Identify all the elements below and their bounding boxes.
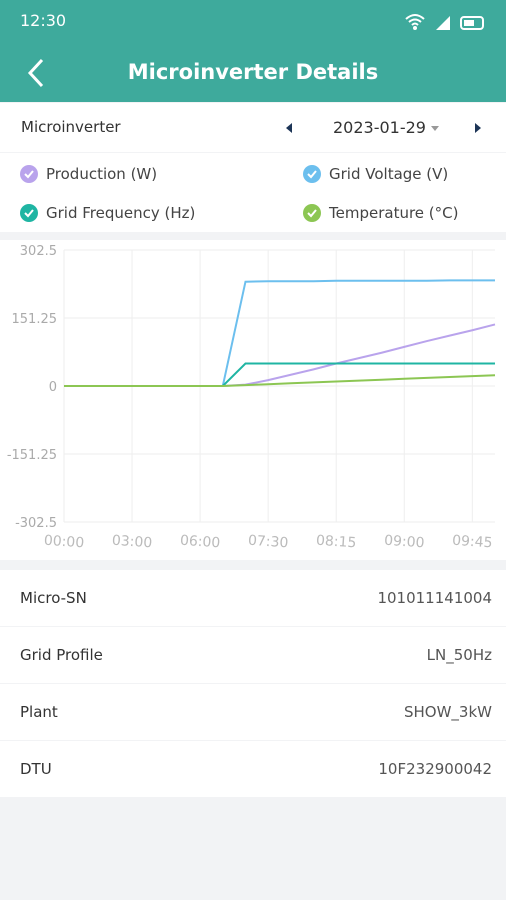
legend: Production (W) Grid Voltage (V) Grid Frequ… xyxy=(0,153,506,232)
x-tick-label: 09:00 xyxy=(384,533,425,552)
date-dropdown[interactable] xyxy=(430,125,440,133)
chart: 302.5 151.25 0 -151.25 -302.5 00:00 03:00 06:00… xyxy=(0,240,506,560)
detail-value: LN_50Hz xyxy=(426,646,492,664)
detail-row: Micro-SN 101011141004 xyxy=(0,570,506,626)
legend-label: Grid Frequency (Hz) xyxy=(46,204,195,222)
page-title: Microinverter Details xyxy=(127,60,379,84)
legend-check xyxy=(307,170,317,179)
y-tick-label: 302.5 xyxy=(20,244,57,259)
series-line xyxy=(64,323,496,387)
x-tick-label: 06:00 xyxy=(179,533,220,552)
y-tick-label: -151.25 xyxy=(7,448,57,463)
y-tick-label: -302.5 xyxy=(15,516,57,531)
detail-value: 10F232900042 xyxy=(378,760,492,778)
y-tick-label: 0 xyxy=(49,380,57,395)
x-tick-label: 03:00 xyxy=(111,533,152,552)
legend-item[interactable]: Production (W) xyxy=(20,165,157,183)
legend-swatch xyxy=(20,165,38,183)
detail-value: 101011141004 xyxy=(377,589,492,607)
y-tick-label: 151.25 xyxy=(12,312,58,327)
legend-item[interactable]: Grid Voltage (V) xyxy=(303,165,448,183)
detail-label: Grid Profile xyxy=(20,646,103,664)
x-tick-label: 07:30 xyxy=(247,533,288,552)
app-header: 12:30 Microinverter Details xyxy=(0,0,506,102)
legend-check xyxy=(307,209,317,218)
detail-row: Plant SHOW_3kW xyxy=(0,684,506,740)
legend-check xyxy=(24,170,34,179)
x-tick-label: 00:00 xyxy=(43,533,84,552)
detail-label: Micro-SN xyxy=(20,589,87,607)
back-button[interactable] xyxy=(24,56,48,92)
legend-label: Grid Voltage (V) xyxy=(329,165,448,183)
status-time: 12:30 xyxy=(20,11,67,30)
legend-swatch xyxy=(303,204,321,222)
next-date[interactable] xyxy=(472,121,484,135)
prev-date[interactable] xyxy=(283,121,295,135)
date-picker[interactable]: 2023-01-29 xyxy=(333,118,426,137)
x-tick-label: 08:15 xyxy=(316,533,357,552)
legend-item[interactable]: Grid Frequency (Hz) xyxy=(20,204,195,222)
legend-swatch xyxy=(20,204,38,222)
x-tick-label: 09:45 xyxy=(452,533,493,552)
detail-label: Plant xyxy=(20,703,58,721)
status-icons xyxy=(405,14,484,30)
detail-row: Grid Profile LN_50Hz xyxy=(0,627,506,683)
detail-value: SHOW_3kW xyxy=(403,703,492,721)
legend-label: Temperature (°C) xyxy=(328,204,458,222)
selector-row: Microinverter 2023-01-29 xyxy=(0,103,506,152)
legend-item[interactable]: Temperature (°C) xyxy=(303,204,458,222)
legend-check xyxy=(24,209,34,218)
series-line xyxy=(64,362,495,387)
detail-row: DTU 10F232900042 xyxy=(0,741,506,797)
detail-label: DTU xyxy=(20,760,52,778)
series-line xyxy=(64,374,496,387)
device-selector[interactable]: Microinverter xyxy=(21,118,121,136)
legend-swatch xyxy=(303,165,321,183)
series-line xyxy=(64,279,495,387)
legend-label: Production (W) xyxy=(46,165,157,183)
